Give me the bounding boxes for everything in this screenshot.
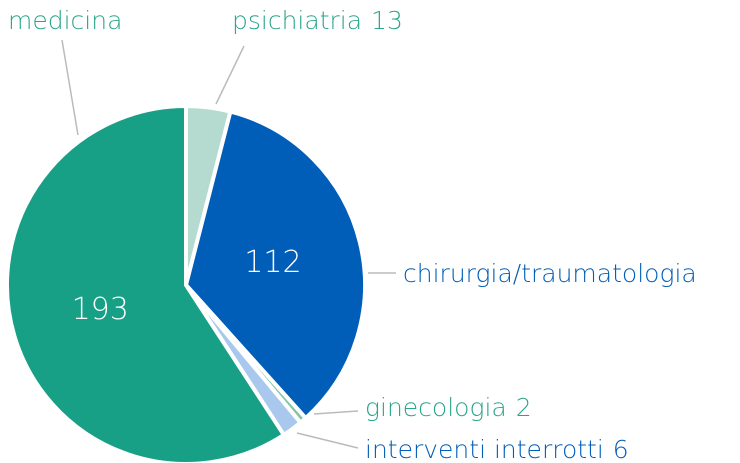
value-label: 193 <box>72 292 129 327</box>
slice-label: interventi interrotti 6 <box>365 435 629 463</box>
category-name: medicina <box>8 6 122 35</box>
leader-line <box>215 45 245 105</box>
category-name: ginecologia <box>365 393 507 422</box>
value-label: 2 <box>516 393 532 422</box>
value-label: 112 <box>244 245 301 280</box>
leader-line <box>61 39 79 136</box>
slice-label: psichiatria 13 <box>232 6 403 35</box>
slice-label: ginecologia 2 <box>365 393 532 422</box>
slice-label: medicina <box>8 6 122 35</box>
category-name: chirurgia/traumatologia <box>403 259 697 288</box>
category-name: interventi interrotti <box>365 435 604 463</box>
leader-line <box>296 432 359 449</box>
value-label: 6 <box>613 435 629 463</box>
pie-slice <box>183 109 367 421</box>
value-label: 13 <box>371 6 403 35</box>
category-name: psichiatria <box>232 6 362 35</box>
slice-label: chirurgia/traumatologia <box>403 259 697 288</box>
pie-slice <box>5 103 287 463</box>
leader-line <box>313 410 359 415</box>
